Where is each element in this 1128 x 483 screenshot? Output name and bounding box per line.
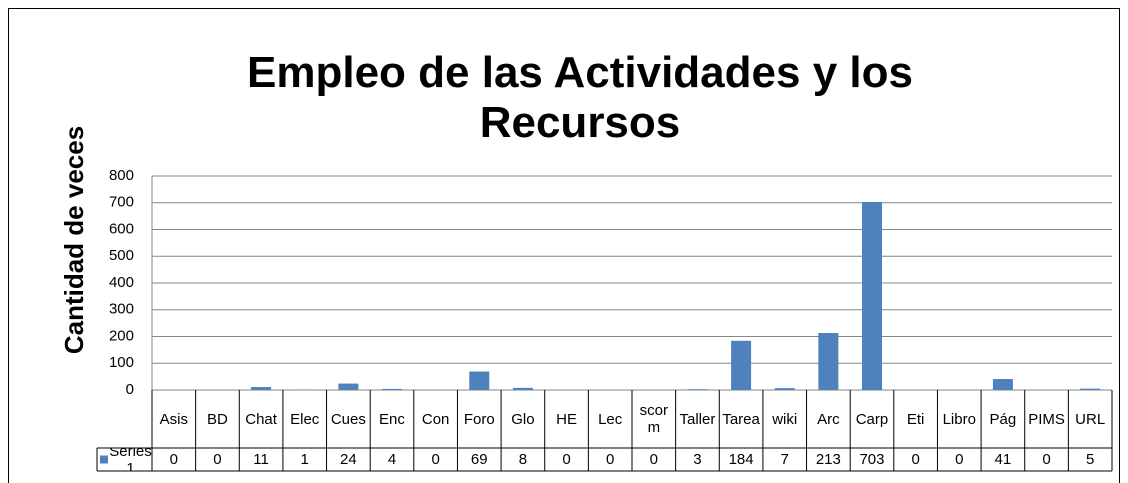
x-tick-label: Asis (159, 410, 188, 428)
table-value: 8 (518, 451, 528, 468)
chart-frame (8, 8, 1120, 483)
bar (1080, 388, 1101, 390)
x-tick-label: Con (421, 410, 450, 428)
table-value: 3 (693, 451, 702, 468)
bar (251, 387, 272, 390)
x-tick-label: Pág (989, 410, 1017, 428)
y-axis-label: Cantidad de veces (59, 126, 89, 354)
x-tick-label: Lec (598, 410, 623, 428)
x-tick-label: PIMS (1028, 410, 1065, 428)
bar (862, 201, 882, 390)
x-tick-label: Glo (511, 410, 535, 428)
table-value: 0 (562, 451, 571, 468)
table-value: 24 (340, 451, 357, 468)
chart-title: Empleo de las Actividades y los Recursos (247, 48, 913, 147)
x-tick-label: wiki (772, 410, 798, 428)
y-tick-label: 200 (109, 327, 134, 344)
bar (382, 388, 402, 390)
bar (818, 333, 839, 390)
table-value: 41 (994, 451, 1012, 468)
x-tick-label: Eti (906, 410, 925, 428)
table-value: 0 (649, 451, 658, 468)
bar (992, 379, 1013, 390)
table-value: 0 (955, 451, 964, 468)
x-tick-label: BD (207, 410, 228, 428)
y-tick-label: 0 (126, 381, 134, 398)
y-tick-label: 800 (109, 167, 134, 184)
x-tick-label: Cues (330, 410, 366, 428)
table-value: 0 (1042, 451, 1051, 468)
x-tick-label: scorm (639, 402, 668, 436)
table-value: 184 (728, 451, 754, 468)
table-value: 0 (431, 451, 440, 468)
y-tick-label: 300 (109, 301, 134, 318)
x-tick-label: Enc (379, 410, 405, 428)
table-value: 0 (606, 451, 615, 468)
table-value: 69 (470, 451, 488, 468)
x-tick-label: Arc (817, 410, 840, 428)
bar (469, 371, 490, 390)
bar (687, 389, 708, 390)
table-value: 11 (253, 451, 269, 468)
y-tick-label: 100 (109, 354, 134, 371)
bar (338, 383, 359, 390)
y-tick-label: 600 (109, 220, 134, 237)
x-tick-label: URL (1075, 410, 1106, 428)
x-tick-label: Foro (463, 410, 495, 428)
x-tick-label: Carp (855, 410, 889, 428)
table-value: 4 (387, 451, 397, 468)
y-tick-label: 500 (109, 247, 134, 264)
table-value: 1 (300, 451, 309, 468)
x-tick-label: Tarea (722, 410, 760, 428)
table-value: 703 (859, 451, 885, 468)
legend-label: Series1 (109, 448, 152, 471)
x-tick-label: Chat (245, 410, 277, 428)
x-tick-label: Elec (290, 410, 320, 428)
x-tick-label: Libro (942, 410, 976, 428)
table-value: 7 (780, 451, 789, 468)
bar (731, 340, 752, 390)
legend-swatch (100, 455, 108, 464)
y-tick-label: 700 (109, 194, 134, 211)
table-value: 0 (213, 451, 222, 468)
y-tick-label: 400 (109, 274, 134, 291)
bar (774, 388, 795, 390)
table-value: 5 (1086, 451, 1095, 468)
bar (512, 387, 533, 390)
table-value: 0 (169, 451, 178, 468)
x-tick-label: HE (556, 410, 577, 428)
x-tick-label: Taller (679, 410, 716, 428)
table-value: 213 (815, 451, 841, 468)
table-value: 0 (911, 451, 920, 468)
